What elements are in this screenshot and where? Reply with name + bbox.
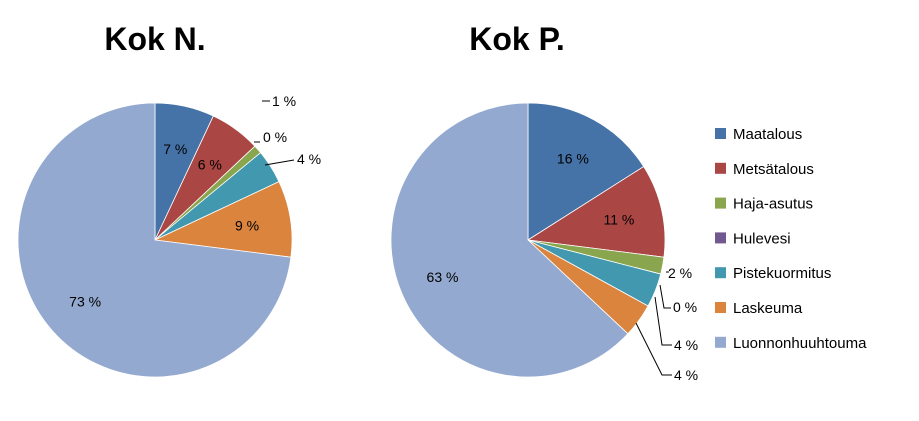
data-label-haja-asutus: 1 % [272,93,296,109]
pie-kok-p: 16 % 11 % 2 % 0 % 4 % 4 % 63 % [390,102,698,383]
data-label-luonnonhuuhtouma: 73 % [69,294,101,310]
data-label-haja-asutus: 2 % [668,265,692,281]
pie-slice-maatalous [527,102,645,241]
leader-line-laskeuma [635,322,672,376]
leader-line-hulevesi [659,284,671,309]
legend-label-luonnonhuuhtouma: Luonnonhuuhtouma [733,335,867,352]
pie-slice-luonnonhuuhtouma [17,102,292,378]
legend-swatch-luonnonhuuhtouma [715,336,726,348]
data-label-metsätalous: 11 % [603,212,634,228]
data-label-laskeuma: 4 % [674,367,698,383]
chart-title-kok-p: Kok P. [469,21,564,57]
legend-label-pistekuormitus: Pistekuormitus [733,265,831,282]
leader-line-pistekuormitus [264,159,295,166]
data-label-luonnonhuuhtouma: 63 % [427,269,459,285]
data-label-pistekuormitus: 4 % [674,337,698,353]
data-label-metsätalous: 6 % [198,157,222,173]
legend-swatch-hulevesi [715,232,726,244]
pie-slice-metsätalous [526,166,666,258]
legend-label-maatalous: Maatalous [733,126,802,143]
legend-swatch-laskeuma [715,302,726,313]
data-label-maatalous: 7 % [163,141,187,157]
legend-label-hulevesi: Hulevesi [733,230,791,247]
chart-title-kok-n: Kok N. [104,21,205,57]
pie-slice-luonnonhuuhtouma [390,102,629,378]
data-label-hulevesi: 0 % [673,299,697,315]
legend-swatch-metsätalous [715,162,726,174]
legend-label-haja-asutus: Haja-asutus [733,196,813,213]
data-label-laskeuma: 9 % [235,217,259,233]
legend-swatch-haja-asutus [715,197,726,209]
legend-swatch-maatalous [715,128,726,139]
data-label-maatalous: 16 % [557,150,589,166]
legend-swatch-pistekuormitus [715,267,726,279]
leader-line-pistekuormitus [654,296,672,346]
data-label-pistekuormitus: 4 % [297,151,321,167]
legend-label-laskeuma: Laskeuma [733,300,803,317]
pie-kok-n: 7 % 6 % 1 % 0 % 4 % 9 % 73 % [17,93,321,378]
legend-label-metsätalous: Metsätalous [733,161,814,178]
data-label-hulevesi: 0 % [263,129,287,145]
legend: Maatalous Metsätalous Haja-asutus Hulevesi P… [715,126,867,352]
